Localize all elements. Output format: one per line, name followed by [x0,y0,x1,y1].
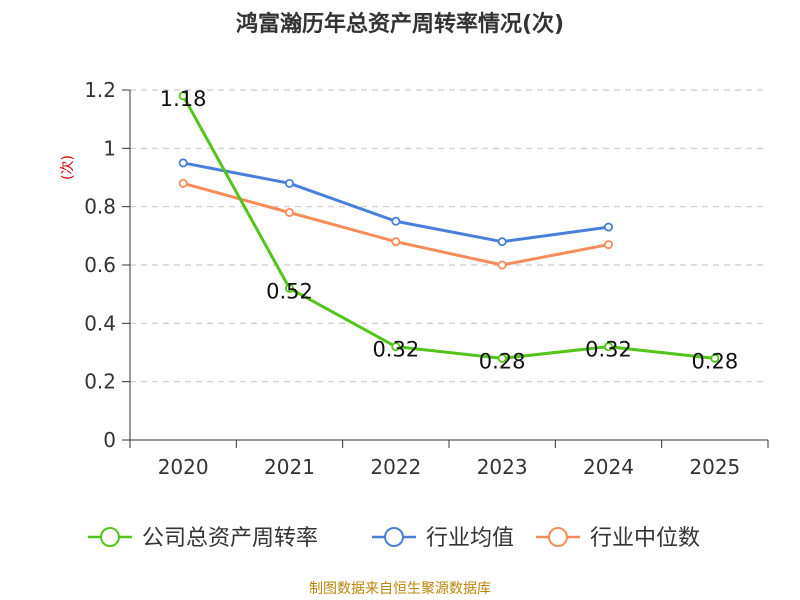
data-label: 1.18 [160,87,207,111]
data-point [604,222,614,232]
series-line [181,95,715,360]
y-tick-label: 0.6 [84,253,116,277]
data-point [284,283,294,293]
data-point [391,237,401,247]
x-tick-label: 2025 [689,455,740,479]
legend-label: 公司总资产周转率 [142,526,318,551]
data-point [178,91,188,101]
data-label: 0.32 [585,338,632,362]
legend-marker [384,527,404,547]
legend-label: 行业中位数 [590,526,700,551]
y-axis-label: (次) [60,155,76,180]
axes: 0 0.2 0.4 0.6 0.8 1 1.2 2020 2021 2022 2023 2024 202… [60,78,769,479]
chart-title: 鸿富瀚历年总资产周转率情况(次) [235,12,565,37]
data-point [710,353,720,363]
y-tick-label: 1 [103,136,116,160]
data-point [497,260,507,270]
data-point [284,178,294,188]
data-point [604,240,614,250]
source-note: 制图数据来自恒生聚源数据库 [309,581,491,597]
data-point [178,158,188,168]
data-point [604,342,614,352]
x-tick-label: 2024 [583,455,634,479]
y-tick-label: 1.2 [84,78,116,102]
y-tick-label: 0 [103,428,116,452]
data-point [497,237,507,247]
y-tick-label: 0.4 [84,311,116,335]
y-tick-label: 0.8 [84,195,116,219]
data-label: 0.28 [479,349,526,373]
legend-marker [100,527,120,547]
data-point [497,353,507,363]
series-lines [178,91,720,363]
x-tick-label: 2020 [158,455,209,479]
legend-label: 行业均值 [426,526,514,551]
gridlines [130,89,768,383]
data-label: 0.52 [266,279,313,303]
data-point [284,207,294,217]
data-point [178,178,188,188]
x-tick-label: 2022 [370,455,421,479]
data-labels: 1.18 0.52 0.32 0.28 0.32 0.28 [160,87,738,374]
legend-marker [548,527,568,547]
x-tick-label: 2023 [477,455,528,479]
data-point [391,216,401,226]
y-tick-label: 0.2 [84,370,116,394]
data-point [391,342,401,352]
legend[interactable]: 公司总资产周转率 行业均值 行业中位数 [88,526,700,551]
x-tick-label: 2021 [264,455,315,479]
data-label: 0.32 [372,338,419,362]
data-label: 0.28 [691,349,738,373]
